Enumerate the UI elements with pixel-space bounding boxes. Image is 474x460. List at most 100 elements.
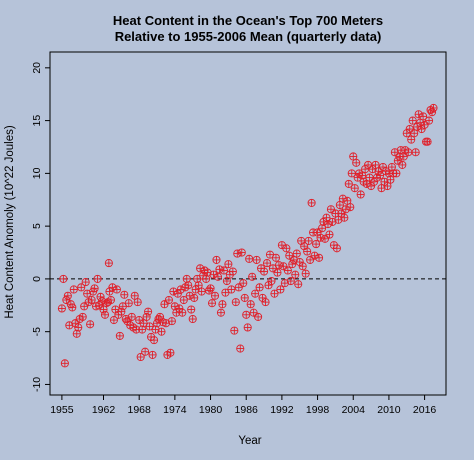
data-point (157, 327, 166, 336)
data-point (374, 167, 383, 176)
data-point (155, 312, 165, 321)
data-point (148, 350, 157, 359)
data-point (210, 291, 220, 300)
x-tick-label: 1992 (270, 404, 294, 416)
data-point (307, 198, 316, 207)
data-point (196, 264, 205, 273)
data-point (398, 160, 407, 169)
data-point (390, 148, 399, 157)
data-point (408, 116, 417, 125)
data-point (164, 295, 173, 305)
data-point (212, 255, 221, 264)
data-point (274, 261, 283, 270)
data-point (270, 289, 279, 298)
data-point (109, 316, 118, 325)
data-point (246, 300, 255, 309)
x-tick-label: 1974 (163, 404, 187, 416)
x-tick-label: 1968 (128, 404, 152, 416)
data-point (352, 158, 361, 167)
data-point (59, 274, 68, 283)
data-point (215, 265, 224, 274)
chart-title: Heat Content in the Ocean's Top 700 Mete… (113, 13, 383, 28)
y-tick-label: -5 (31, 327, 43, 336)
data-point (219, 266, 228, 275)
data-point (413, 122, 422, 131)
data-point (429, 103, 438, 112)
y-tick-label: 15 (31, 115, 43, 127)
data-point (404, 148, 413, 157)
data-point (288, 260, 297, 269)
x-tick-label: 1986 (235, 404, 259, 416)
data-point (231, 298, 240, 307)
data-point (380, 177, 389, 186)
data-point (273, 268, 282, 277)
data-points (57, 103, 438, 368)
data-point (282, 244, 291, 253)
data-point (399, 152, 408, 161)
y-tick-label: 10 (31, 167, 43, 179)
chart-subtitle: Relative to 1955-2006 Mean (quarterly da… (115, 29, 382, 44)
data-point (96, 292, 105, 301)
data-point (341, 205, 350, 214)
data-point (420, 120, 429, 129)
data-point (254, 312, 263, 321)
data-point (245, 254, 254, 263)
data-point (364, 160, 373, 169)
data-point (74, 323, 83, 332)
data-point (276, 285, 285, 294)
data-point (292, 249, 301, 258)
y-tick-label: 0 (31, 276, 43, 282)
data-point (227, 285, 236, 294)
data-point (322, 213, 331, 222)
data-point (356, 190, 365, 199)
data-point (176, 285, 185, 294)
data-point (97, 297, 107, 306)
data-point (81, 278, 90, 287)
data-point (69, 285, 78, 294)
data-point (117, 307, 126, 316)
data-point (57, 304, 66, 313)
data-point (209, 270, 218, 279)
data-point (179, 295, 188, 305)
data-point (300, 242, 309, 251)
data-point (301, 269, 310, 278)
data-point (190, 293, 199, 302)
data-point (112, 285, 121, 294)
data-point (303, 247, 312, 256)
data-point (160, 300, 169, 309)
y-tick-label: -10 (31, 377, 43, 392)
data-point (138, 325, 147, 334)
data-point (365, 173, 374, 182)
data-point (202, 274, 211, 283)
data-point (267, 276, 276, 286)
data-point (187, 305, 196, 314)
data-point (60, 359, 69, 368)
data-point (297, 236, 306, 245)
data-point (230, 326, 239, 335)
data-point (304, 236, 313, 245)
data-point (306, 255, 315, 264)
x-axis-label: Year (238, 435, 261, 447)
data-point (260, 267, 269, 276)
x-tick-label: 1980 (199, 404, 223, 416)
x-tick-label: 2004 (342, 404, 366, 416)
data-point (169, 287, 178, 296)
data-point (261, 298, 270, 307)
data-point (206, 284, 215, 293)
data-point (251, 289, 260, 298)
data-point (427, 108, 437, 117)
data-point (387, 162, 396, 172)
data-point (233, 249, 242, 258)
data-point (182, 274, 191, 283)
data-point (423, 137, 432, 146)
data-point (228, 267, 237, 276)
data-point (280, 279, 289, 288)
data-point (375, 171, 385, 180)
data-point (115, 331, 124, 340)
data-point (104, 259, 113, 268)
data-point (313, 228, 322, 237)
x-tick-label: 2016 (413, 404, 437, 416)
data-point (262, 259, 272, 268)
data-point (216, 308, 225, 317)
data-point (248, 272, 257, 281)
